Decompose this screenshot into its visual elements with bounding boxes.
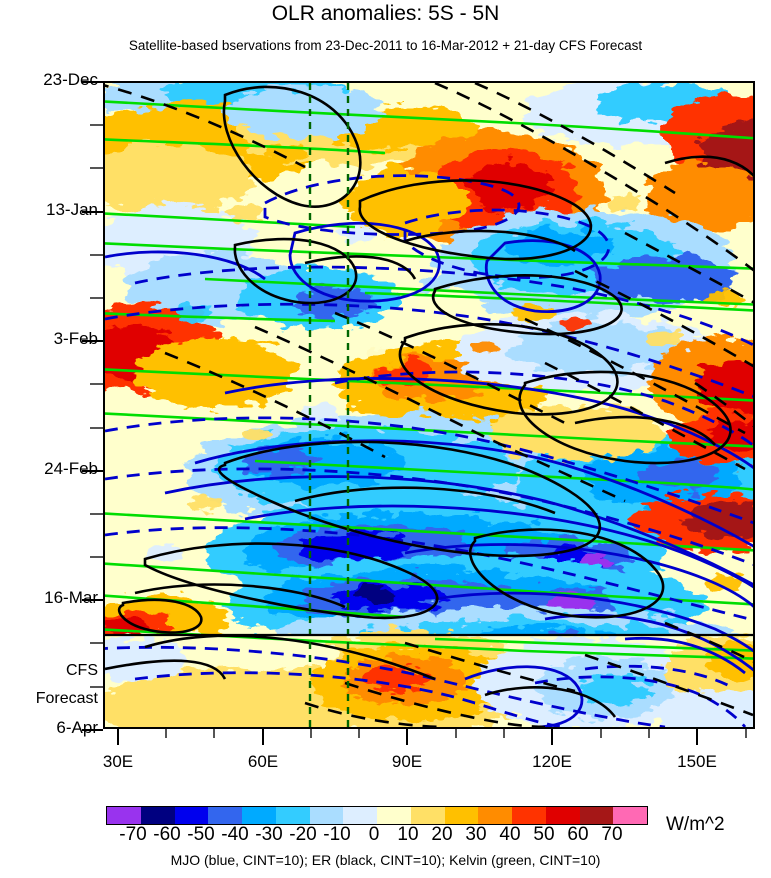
y-minor-tick <box>90 383 103 385</box>
x-minor-tick <box>310 729 312 738</box>
y-minor-tick <box>90 556 103 558</box>
y-tick-label-24-feb: 24-Feb <box>44 459 98 478</box>
y-tick-label-3-feb: 3-Feb <box>53 329 98 348</box>
x-minor-tick <box>600 729 602 738</box>
y-minor-tick <box>90 254 103 256</box>
colorbar-tick-6: -10 <box>323 824 351 845</box>
y-major-tick <box>82 470 103 472</box>
y-major-tick <box>82 599 103 601</box>
colorbar-tick-8: 10 <box>397 824 419 845</box>
colorbar-tick-4: -30 <box>255 824 283 845</box>
y-minor-tick <box>90 124 103 126</box>
y-minor-tick <box>90 513 103 515</box>
colorbar-tick-13: 60 <box>567 824 589 845</box>
x-major-tick <box>406 729 408 745</box>
contour-legend-note: MJO (blue, CINT=10); ER (black, CINT=10)… <box>170 852 601 868</box>
cfs-forecast-note-line2: Forecast <box>35 690 98 707</box>
colorbar-tick-3: -40 <box>221 824 249 845</box>
colorbar-tick-11: 40 <box>499 824 521 845</box>
x-minor-tick <box>455 729 457 738</box>
colorbar-segment-14 <box>579 807 614 824</box>
colorbar-tick-10: 30 <box>465 824 487 845</box>
x-major-tick <box>696 729 698 745</box>
x-major-tick <box>117 729 119 745</box>
x-major-tick <box>262 729 264 745</box>
y-tick-label-23-dec: 23-Dec <box>43 70 98 89</box>
x-minor-tick <box>358 729 360 738</box>
colorbar <box>106 806 648 825</box>
x-tick-label-120e: 120E <box>532 752 572 771</box>
colorbar-tick-5: -20 <box>289 824 317 845</box>
y-minor-tick <box>90 686 103 688</box>
colorbar-tick-7: 0 <box>368 824 380 845</box>
hovmoller-contour-field <box>105 83 753 727</box>
y-tick-label-16-mar: 16-Mar <box>44 588 98 607</box>
longitude-reference-lines <box>308 83 350 727</box>
colorbar-segment-11 <box>478 807 512 824</box>
colorbar-tick-1: -60 <box>153 824 181 845</box>
y-tick-label-6-apr: 6-Apr <box>56 718 98 737</box>
x-tick-label-30e: 30E <box>102 752 134 771</box>
y-major-tick <box>82 211 103 213</box>
colorbar-tick-12: 50 <box>533 824 555 845</box>
y-minor-tick <box>90 642 103 644</box>
y-major-tick <box>82 729 103 731</box>
x-tick-label-60e: 60E <box>247 752 279 771</box>
colorbar-segment-4 <box>242 807 276 824</box>
y-major-tick <box>82 81 103 83</box>
colorbar-segment-15 <box>613 807 647 824</box>
x-minor-tick <box>503 729 505 738</box>
colorbar-segment-13 <box>545 807 580 824</box>
colorbar-segment-12 <box>512 807 546 824</box>
x-major-tick <box>551 729 553 745</box>
y-minor-tick <box>90 167 103 169</box>
colorbar-segment-6 <box>309 807 344 824</box>
colorbar-tick-0: -70 <box>119 824 147 845</box>
page-subtitle: Satellite-based bservations from 23-Dec-… <box>128 38 643 53</box>
colorbar-unit-label: W/m^2 <box>666 814 725 835</box>
y-major-tick <box>82 340 103 342</box>
x-minor-tick <box>165 729 167 738</box>
colorbar-segment-0 <box>107 807 141 824</box>
x-minor-tick <box>745 729 747 738</box>
y-minor-tick <box>90 297 103 299</box>
y-axis: 23-Dec 13-Jan 3-Feb 24-Feb 16-Mar 6-Apr <box>0 0 103 878</box>
colorbar-tick-labels: -70 -60 -50 -40 -30 -20 -10 0 10 20 30 4… <box>0 824 771 846</box>
colorbar-tick-14: 70 <box>601 824 623 845</box>
colorbar-segment-9 <box>410 807 445 824</box>
colorbar-segment-3 <box>208 807 242 824</box>
colorbar-segment-10 <box>444 807 479 824</box>
colorbar-tick-9: 20 <box>431 824 453 845</box>
hovmoller-plot-area <box>103 81 755 729</box>
colorbar-segment-5 <box>275 807 310 824</box>
x-minor-tick <box>213 729 215 738</box>
x-tick-label-150e: 150E <box>677 752 717 771</box>
cfs-forecast-note-line1: CFS <box>66 662 98 679</box>
colorbar-segment-2 <box>174 807 209 824</box>
y-tick-label-13-jan: 13-Jan <box>46 200 98 219</box>
y-minor-tick <box>90 427 103 429</box>
colorbar-segment-7 <box>343 807 377 824</box>
colorbar-segment-1 <box>140 807 175 824</box>
er-contours <box>105 83 753 727</box>
x-tick-label-90e: 90E <box>391 752 423 771</box>
x-minor-tick <box>648 729 650 738</box>
colorbar-segment-8 <box>377 807 411 824</box>
colorbar-tick-2: -50 <box>187 824 215 845</box>
page-title: OLR anomalies: 5S - 5N <box>271 2 500 25</box>
mjo-contours <box>105 174 753 727</box>
